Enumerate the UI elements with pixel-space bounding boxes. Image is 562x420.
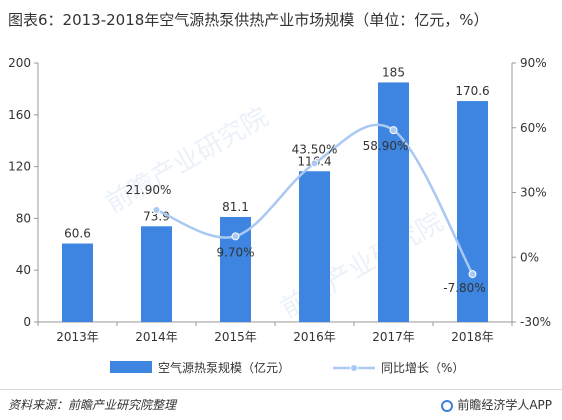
growth-point	[231, 232, 240, 241]
y-right-tick-label: 30%	[520, 186, 547, 200]
legend-label-bar: 空气源热泵规模（亿元）	[158, 360, 290, 375]
growth-value-label: 58.90%	[363, 139, 409, 153]
bar-value-label: 60.6	[64, 227, 91, 241]
y-left-tick-label: 0	[23, 315, 31, 329]
x-tick-label: 2015年	[214, 330, 257, 344]
bar-value-label: 170.6	[455, 84, 489, 98]
brand-label: 前瞻经济学人APP	[441, 396, 552, 413]
growth-point	[389, 126, 398, 135]
x-tick-label: 2013年	[56, 330, 99, 344]
bar	[141, 226, 172, 322]
y-right-tick-label: 60%	[520, 121, 547, 135]
footer: 资料来源：前瞻产业研究院整理 前瞻经济学人APP	[0, 389, 562, 420]
brand-logo-icon	[441, 400, 454, 412]
bar	[378, 82, 409, 322]
y-left-tick-label: 120	[8, 160, 31, 174]
growth-value-label: 21.90%	[126, 183, 172, 197]
growth-point	[152, 205, 161, 214]
chart-area: 0 40 80 120 160 200 -30% 0% 30% 60% 90% 2013年 2014年 2…	[8, 56, 551, 375]
growth-value-label: 9.70%	[216, 245, 254, 259]
bar	[457, 101, 488, 322]
y-left-tick-label: 80	[16, 211, 31, 225]
x-tick-label: 2016年	[293, 330, 336, 344]
growth-value-label: 43.50%	[292, 142, 338, 156]
legend-swatch-point	[350, 364, 358, 372]
x-tick-label: 2014年	[135, 330, 178, 344]
legend-label-line: 同比增长（%）	[381, 361, 464, 375]
y-right-tick-label: -30%	[520, 315, 551, 329]
y-left-tick-label: 200	[8, 56, 31, 70]
bar-value-label: 81.1	[222, 200, 249, 214]
chart-title: 图表6：2013-2018年空气源热泵供热产业市场规模（单位：亿元，%）	[8, 11, 489, 29]
y-right-tick-label: 0%	[520, 250, 539, 264]
growth-value-label: -7.80%	[443, 281, 485, 295]
growth-line	[156, 123, 474, 275]
x-tick-label: 2018年	[451, 330, 494, 344]
y-left-tick-label: 160	[8, 108, 31, 122]
y-left-tick-label: 40	[16, 263, 31, 277]
x-tick-label: 2017年	[372, 330, 415, 344]
y-right-tick-label: 90%	[520, 56, 547, 70]
bar-value-label: 185	[382, 65, 405, 79]
growth-point	[310, 159, 319, 168]
growth-point	[468, 270, 477, 279]
legend-swatch-bar	[110, 361, 152, 373]
bar	[299, 171, 330, 322]
brand-text: 前瞻经济学人APP	[457, 398, 552, 412]
bar	[62, 243, 93, 322]
source-note: 资料来源：前瞻产业研究院整理	[8, 398, 177, 412]
